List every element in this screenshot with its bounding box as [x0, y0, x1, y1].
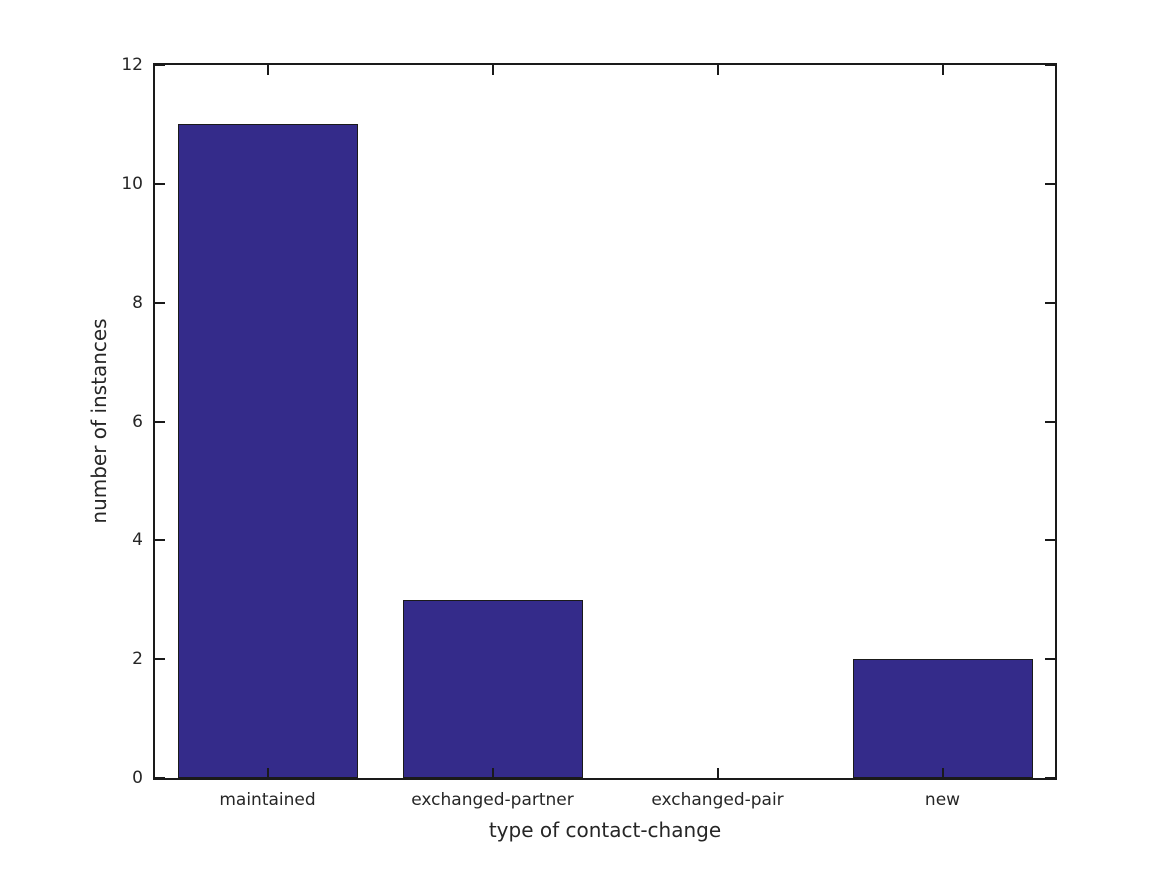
- y-tick-label: 2: [132, 649, 143, 670]
- x-tick-label: exchanged-partner: [411, 790, 574, 810]
- y-tick-left: [155, 64, 165, 66]
- x-tick-bottom: [941, 768, 944, 778]
- x-tick-bottom: [491, 768, 494, 778]
- y-tick-label: 8: [132, 292, 143, 313]
- x-tick-top: [716, 65, 719, 75]
- y-tick-left: [155, 301, 165, 304]
- y-tick-left: [155, 420, 165, 423]
- y-tick-left: [155, 539, 165, 542]
- y-tick-right: [1045, 658, 1055, 661]
- y-tick-right: [1045, 539, 1055, 542]
- y-tick-label: 10: [121, 173, 143, 194]
- bar-new: [852, 659, 1033, 778]
- x-tick-bottom: [266, 768, 269, 778]
- plot-area: [153, 63, 1057, 780]
- y-tick-left: [155, 777, 165, 779]
- y-tick-left: [155, 182, 165, 185]
- y-tick-right: [1045, 182, 1055, 185]
- y-tick-label: 0: [132, 768, 143, 788]
- x-tick-top: [941, 65, 944, 75]
- y-tick-label: 4: [132, 530, 143, 551]
- y-tick-label: 12: [121, 55, 143, 75]
- y-axis-label: number of instances: [87, 318, 111, 524]
- y-tick-left: [155, 658, 165, 661]
- x-tick-label: new: [924, 790, 961, 810]
- y-tick-right: [1045, 420, 1055, 423]
- x-axis-label: type of contact-change: [488, 818, 722, 842]
- x-tick-bottom: [716, 768, 719, 778]
- x-tick-top: [491, 65, 494, 75]
- x-tick-label: maintained: [219, 790, 316, 810]
- y-tick-right: [1045, 301, 1055, 304]
- x-tick-top: [266, 65, 269, 75]
- bar-exchanged-partner: [402, 599, 583, 778]
- y-tick-right: [1045, 777, 1055, 779]
- bar-maintained: [177, 124, 358, 778]
- y-tick-label: 6: [132, 411, 143, 432]
- y-tick-right: [1045, 64, 1055, 66]
- x-tick-label: exchanged-pair: [651, 790, 784, 810]
